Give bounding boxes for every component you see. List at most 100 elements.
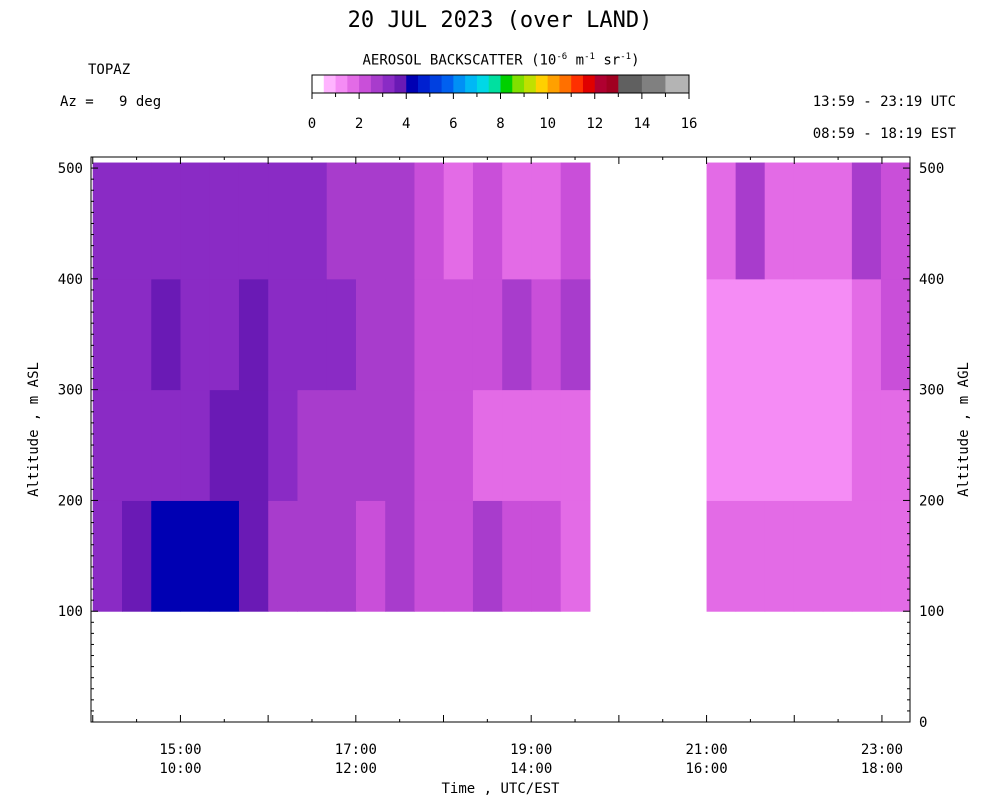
heatmap-cell [793,162,824,280]
colorbar-tick-label: 14 [633,116,650,132]
heatmap-cell [180,278,211,391]
heatmap-cells [92,162,911,612]
colorbar-swatch [347,75,360,93]
colorbar-tick-label: 10 [539,116,556,132]
axes: 500 400 300 200 100 500 400 300 200 100 0 15:00 10:0… [58,157,944,777]
heatmap-cell [531,500,562,612]
heatmap-cell [880,500,911,612]
heatmap-cell [151,278,181,391]
instrument-label: TOPAZ [88,62,131,78]
colorbar-swatch [406,75,419,93]
heatmap-cell [706,278,737,391]
heatmap-cell [355,500,386,612]
colorbar-swatch [630,75,643,93]
heatmap-cell [151,162,181,280]
y-tick-label-right: 500 [919,161,944,177]
colorbar-tick-label: 4 [402,116,410,132]
colorbar-title-prefix: AEROSOL BACKSCATTER (10 [362,52,557,69]
heatmap-cell [531,278,562,391]
heatmap-cell [122,500,152,612]
heatmap-cell [735,500,766,612]
heatmap-cell [297,389,328,501]
heatmap-cell [472,389,503,501]
colorbar-swatch [312,75,325,93]
y-tick-label-left: 400 [58,272,83,288]
heatmap-cell [385,500,415,612]
colorbar-title-exp-1: -6 [556,52,568,62]
heatmap-cell [822,500,853,612]
colorbar-swatch [665,75,678,93]
heatmap-cell [472,500,503,612]
colorbar-swatch [618,75,631,93]
heatmap-cell [92,389,123,501]
heatmap-cell [443,389,474,501]
heatmap-cell [880,389,911,501]
heatmap-cell [209,278,240,391]
colorbar-swatch [547,75,560,93]
plot-frame [90,156,911,723]
heatmap-cell [443,500,474,612]
colorbar-swatch [582,75,596,93]
heatmap-cell [355,389,386,501]
heatmap-cell [238,278,269,391]
heatmap-cell [268,500,298,612]
heatmap-cell [297,162,328,280]
x-axis-label: Time , UTC/EST [441,781,560,797]
colorbar-swatch [571,75,584,93]
heatmap-cell [92,278,123,391]
x-tick-label-utc: 15:00 [159,742,201,758]
heatmap-cell [822,278,853,391]
heatmap-cell [355,278,386,391]
colorbar-title-exp-2: -1 [584,52,595,62]
heatmap-cell [355,162,386,280]
heatmap-cell [443,278,474,391]
colorbar-title-unit-m: m [567,52,585,69]
colorbar-swatch [476,75,490,93]
colorbar-swatch [359,75,372,93]
heatmap-cell [764,162,795,280]
heatmap-cell [851,389,882,501]
heatmap-cell [443,162,474,280]
colorbar-swatch [488,75,501,93]
azimuth-label: Az = 9 deg [60,94,162,110]
colorbar-title-exp-3: -1 [620,52,632,62]
colorbar-swatch [418,75,431,93]
heatmap-cell [209,500,240,612]
y-tick-label-left: 300 [58,383,83,399]
heatmap-cell [764,500,795,612]
heatmap-cell [122,389,152,501]
heatmap-cell [297,278,328,391]
heatmap-cell [472,162,503,280]
heatmap-cell [851,278,882,391]
heatmap-cell [92,162,123,280]
heatmap-cell [209,162,240,280]
y-tick-label-right: 300 [919,383,944,399]
heatmap-cell [151,500,181,612]
y-tick-label-right: 200 [919,493,944,509]
heatmap-cell [880,278,911,391]
heatmap-cell [735,389,766,501]
y-axis-label-right: Altitude , m AGL [956,362,972,497]
heatmap-cell [502,278,532,391]
colorbar-tick-label: 8 [496,116,504,132]
colorbar-title-unit-sr: sr [594,52,621,69]
colorbar-swatch [394,75,407,93]
colorbar-title: AEROSOL BACKSCATTER (10-6 m-1 sr-1) [312,52,690,69]
colorbar-swatch [653,75,666,93]
heatmap-cell [92,500,123,612]
colorbar-tick-label: 12 [586,116,603,132]
heatmap-cell [414,162,445,280]
y-tick-label-left: 500 [58,161,83,177]
colorbar-swatch [512,75,525,93]
heatmap-cell [180,162,211,280]
x-tick-label-utc: 21:00 [685,742,727,758]
x-tick-label-utc: 19:00 [510,742,552,758]
heatmap-cell [735,278,766,391]
heatmap-cell [268,278,298,391]
heatmap-cell [735,162,766,280]
heatmap-cell [326,278,357,391]
est-time-range: 08:59 - 18:19 EST [812,126,956,142]
colorbar: 0 2 4 6 8 10 12 14 16 [308,74,697,132]
heatmap-cell [268,162,298,280]
y-tick-label-left: 100 [58,604,83,620]
